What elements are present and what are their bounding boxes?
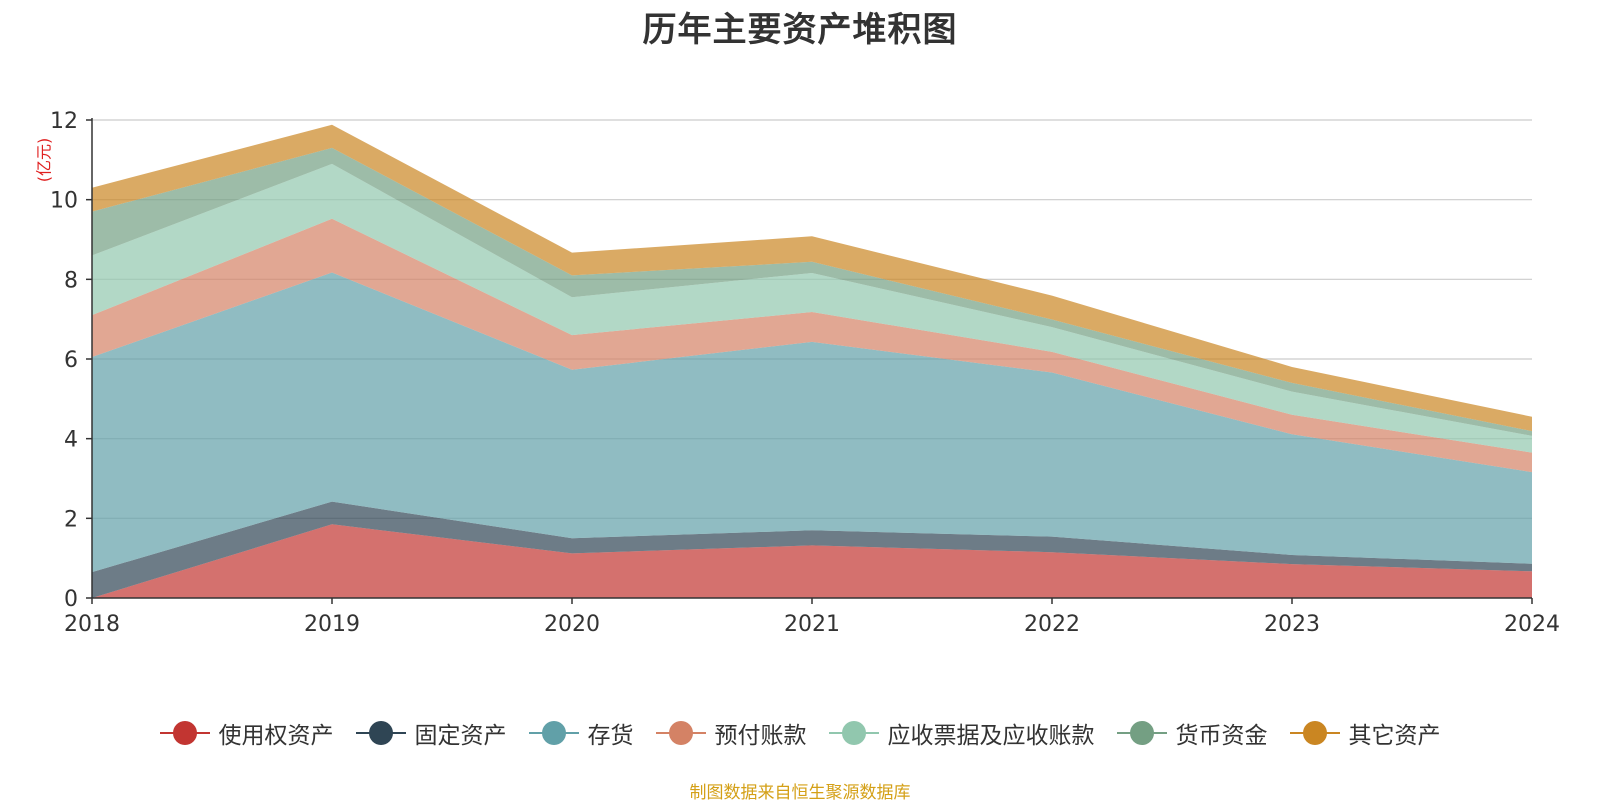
y-tick-label: 6 xyxy=(64,348,78,373)
legend-item-0[interactable]: 使用权资产 xyxy=(159,716,334,750)
y-tick-label: 10 xyxy=(50,189,78,214)
x-tick-label: 2023 xyxy=(1264,612,1320,637)
y-tick-label: 8 xyxy=(64,268,78,293)
area-series-0[interactable] xyxy=(92,524,1532,598)
legend-item-2[interactable]: 存货 xyxy=(528,716,634,750)
legend-item-5[interactable]: 货币资金 xyxy=(1116,716,1268,750)
y-tick-label: 2 xyxy=(64,507,78,532)
legend-item-1[interactable]: 固定资产 xyxy=(355,716,507,750)
area-layer xyxy=(92,124,1532,598)
y-tick-label: 12 xyxy=(50,109,78,134)
area-series-4[interactable] xyxy=(92,163,1532,453)
source-note: 制图数据来自恒生聚源数据库 xyxy=(689,783,911,803)
chart-title: 历年主要资产堆积图 xyxy=(642,10,958,50)
axes: 0 2 4 6 8 10 12 2018 2019 2020 2021 2022 2023 2024 xyxy=(50,109,1560,637)
area-series-2[interactable] xyxy=(92,272,1532,573)
x-tick-label: 2019 xyxy=(304,612,360,637)
legend-marker-icon xyxy=(655,720,706,746)
legend-label: 其它资产 xyxy=(1348,723,1441,749)
legend-item-6[interactable]: 其它资产 xyxy=(1289,716,1441,750)
area-series-3[interactable] xyxy=(92,218,1532,473)
legend-label: 固定资产 xyxy=(414,723,507,749)
legend-label: 预付账款 xyxy=(714,723,807,749)
legend-label: 货币资金 xyxy=(1175,723,1268,749)
legend-label: 应收票据及应收账款 xyxy=(887,723,1095,749)
x-tick-label: 2021 xyxy=(784,612,840,637)
x-tick-label: 2018 xyxy=(64,612,120,637)
area-series-1[interactable] xyxy=(92,501,1532,598)
x-tick-label: 2020 xyxy=(544,612,600,637)
legend: 使用权资产 固定资产 存货 预付账款 应收票据及应收账款 货币资金 其它资产 xyxy=(0,716,1600,750)
x-tick-label: 2024 xyxy=(1504,612,1560,637)
legend-item-3[interactable]: 预付账款 xyxy=(655,716,807,750)
area-series-5[interactable] xyxy=(92,147,1532,436)
legend-item-4[interactable]: 应收票据及应收账款 xyxy=(828,716,1095,750)
legend-marker-icon xyxy=(355,720,406,746)
legend-marker-icon xyxy=(528,720,579,746)
legend-marker-icon xyxy=(159,720,210,746)
y-tick-label: 0 xyxy=(64,587,78,612)
x-tick-label: 2022 xyxy=(1024,612,1080,637)
y-tick-label: 4 xyxy=(64,428,78,453)
legend-label: 使用权资产 xyxy=(218,723,334,749)
stacked-area-chart: 0 2 4 6 8 10 12 2018 2019 2020 2021 2022 2023 2024 xyxy=(50,109,1560,637)
legend-label: 存货 xyxy=(587,723,634,749)
legend-marker-icon xyxy=(828,720,879,746)
legend-marker-icon xyxy=(1116,720,1167,746)
legend-marker-icon xyxy=(1289,720,1340,746)
area-series-6[interactable] xyxy=(92,124,1532,432)
